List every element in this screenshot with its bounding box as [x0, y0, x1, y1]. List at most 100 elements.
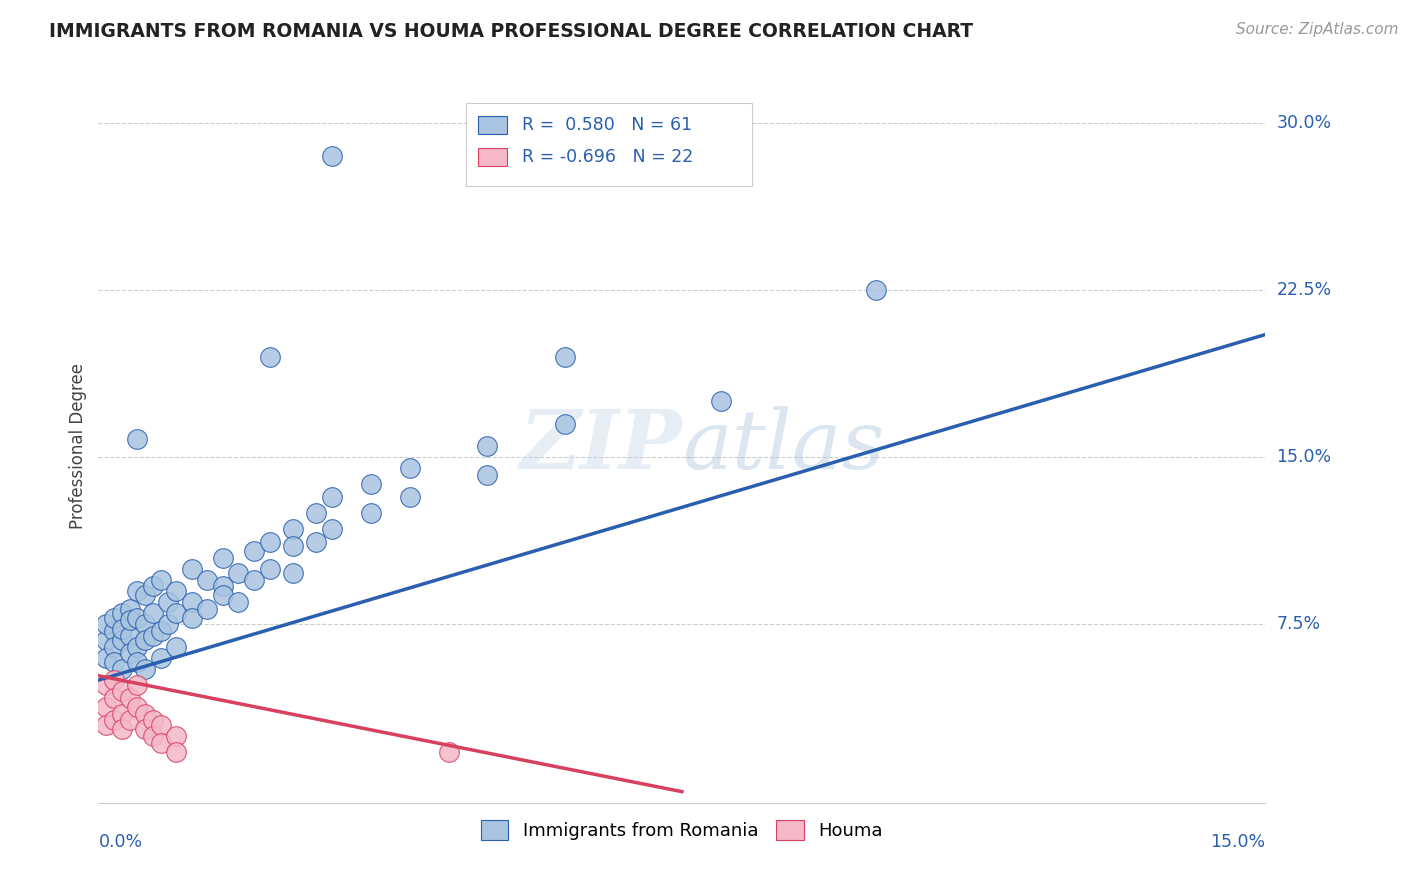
- Point: [103, 624, 125, 639]
- Point: [96, 651, 118, 665]
- Point: [477, 439, 499, 453]
- Point: [111, 662, 134, 676]
- Text: 15.0%: 15.0%: [1211, 833, 1265, 851]
- Point: [96, 633, 118, 648]
- Legend: Immigrants from Romania, Houma: Immigrants from Romania, Houma: [474, 813, 890, 847]
- Point: [118, 613, 141, 627]
- Point: [118, 714, 141, 728]
- Point: [134, 633, 156, 648]
- Point: [149, 717, 172, 731]
- Point: [360, 476, 382, 491]
- Point: [165, 640, 187, 654]
- Point: [281, 521, 304, 535]
- Point: [111, 706, 134, 721]
- Point: [157, 595, 180, 609]
- Point: [134, 589, 156, 603]
- Point: [118, 628, 141, 642]
- Point: [149, 573, 172, 587]
- Point: [477, 467, 499, 482]
- Point: [111, 684, 134, 698]
- Point: [127, 640, 149, 654]
- Point: [165, 607, 187, 621]
- Point: [554, 350, 576, 364]
- Point: [180, 562, 202, 576]
- Point: [127, 678, 149, 692]
- Point: [228, 566, 250, 580]
- Point: [360, 506, 382, 520]
- Point: [103, 655, 125, 669]
- Point: [228, 595, 250, 609]
- Point: [243, 573, 266, 587]
- Point: [305, 506, 328, 520]
- Point: [180, 610, 202, 624]
- Point: [305, 534, 328, 549]
- Text: IMMIGRANTS FROM ROMANIA VS HOUMA PROFESSIONAL DEGREE CORRELATION CHART: IMMIGRANTS FROM ROMANIA VS HOUMA PROFESS…: [49, 22, 973, 41]
- Point: [103, 690, 125, 705]
- Point: [127, 610, 149, 624]
- Point: [127, 655, 149, 669]
- Point: [259, 534, 281, 549]
- Point: [243, 543, 266, 558]
- Point: [134, 662, 156, 676]
- Point: [96, 678, 118, 692]
- Point: [149, 735, 172, 749]
- Text: 22.5%: 22.5%: [1277, 281, 1331, 299]
- Point: [118, 690, 141, 705]
- Point: [134, 723, 156, 737]
- Point: [212, 580, 235, 594]
- Point: [127, 432, 149, 446]
- Point: [165, 729, 187, 743]
- Point: [165, 744, 187, 758]
- Text: atlas: atlas: [682, 406, 884, 486]
- Point: [149, 624, 172, 639]
- Text: 15.0%: 15.0%: [1277, 448, 1331, 467]
- Text: ZIP: ZIP: [519, 406, 682, 486]
- Point: [165, 583, 187, 598]
- Point: [142, 628, 165, 642]
- Point: [281, 566, 304, 580]
- Point: [96, 699, 118, 714]
- Point: [195, 573, 218, 587]
- Point: [321, 149, 343, 163]
- FancyBboxPatch shape: [478, 116, 508, 134]
- Point: [118, 601, 141, 615]
- FancyBboxPatch shape: [465, 103, 752, 186]
- Y-axis label: Professional Degree: Professional Degree: [69, 363, 87, 529]
- Point: [212, 589, 235, 603]
- Point: [111, 622, 134, 636]
- Point: [398, 461, 420, 475]
- Point: [96, 617, 118, 632]
- Text: 0.0%: 0.0%: [98, 833, 142, 851]
- Point: [259, 562, 281, 576]
- Point: [321, 490, 343, 504]
- Point: [111, 723, 134, 737]
- Point: [437, 744, 460, 758]
- Text: Source: ZipAtlas.com: Source: ZipAtlas.com: [1236, 22, 1399, 37]
- Point: [554, 417, 576, 431]
- Point: [180, 595, 202, 609]
- Point: [111, 607, 134, 621]
- Point: [865, 283, 887, 297]
- Point: [134, 617, 156, 632]
- Point: [142, 714, 165, 728]
- Point: [103, 640, 125, 654]
- Text: R = -0.696   N = 22: R = -0.696 N = 22: [522, 148, 693, 166]
- Point: [149, 651, 172, 665]
- Point: [142, 580, 165, 594]
- Point: [710, 394, 733, 409]
- Point: [321, 521, 343, 535]
- Point: [118, 646, 141, 660]
- Text: 7.5%: 7.5%: [1277, 615, 1320, 633]
- Point: [96, 717, 118, 731]
- Point: [127, 699, 149, 714]
- Point: [103, 610, 125, 624]
- Point: [281, 539, 304, 553]
- Point: [103, 673, 125, 687]
- Text: 30.0%: 30.0%: [1277, 113, 1331, 132]
- Point: [398, 490, 420, 504]
- Point: [111, 633, 134, 648]
- Point: [103, 714, 125, 728]
- Text: R =  0.580   N = 61: R = 0.580 N = 61: [522, 116, 692, 134]
- Point: [142, 729, 165, 743]
- FancyBboxPatch shape: [478, 148, 508, 166]
